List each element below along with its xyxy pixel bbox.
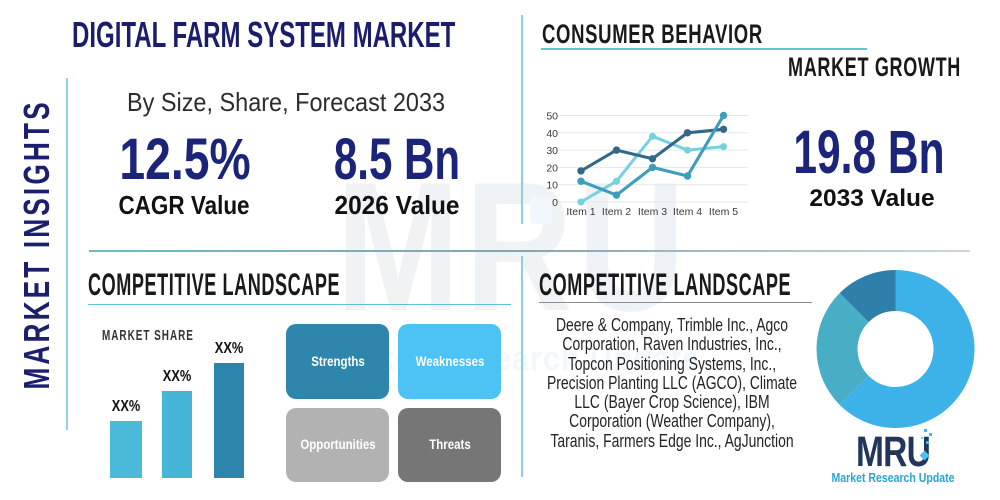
svg-text:Item 5: Item 5 [709, 206, 738, 218]
svg-text:Item 3: Item 3 [638, 206, 667, 218]
svg-text:40: 40 [546, 128, 558, 140]
svg-text:Item 2: Item 2 [602, 206, 631, 218]
svg-text:10: 10 [546, 180, 558, 192]
svg-text:Item 1: Item 1 [566, 206, 595, 218]
svg-text:20: 20 [546, 162, 558, 174]
svg-text:30: 30 [546, 145, 558, 157]
svg-text:50: 50 [546, 111, 558, 123]
svg-text:0: 0 [552, 197, 558, 209]
svg-text:Item 4: Item 4 [673, 206, 702, 218]
